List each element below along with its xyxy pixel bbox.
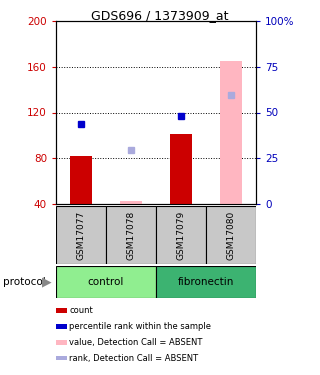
Text: GSM17077: GSM17077 (76, 211, 85, 260)
Bar (156, 266, 256, 298)
Bar (70, 156, 92, 204)
Bar (56, 356, 67, 360)
Bar (170, 134, 192, 204)
Bar (56, 206, 106, 264)
Bar (120, 201, 142, 204)
Text: GSM17080: GSM17080 (227, 211, 236, 260)
Text: GDS696 / 1373909_at: GDS696 / 1373909_at (91, 9, 229, 22)
Text: GSM17079: GSM17079 (177, 211, 186, 260)
Text: rank, Detection Call = ABSENT: rank, Detection Call = ABSENT (69, 354, 199, 363)
Text: ▶: ▶ (42, 276, 51, 289)
Bar (56, 324, 67, 328)
Text: percentile rank within the sample: percentile rank within the sample (69, 322, 212, 331)
Text: GSM17078: GSM17078 (126, 211, 135, 260)
Text: control: control (88, 277, 124, 287)
Bar (206, 206, 256, 264)
Text: count: count (69, 306, 93, 315)
Bar (56, 308, 67, 313)
Bar (156, 206, 206, 264)
Text: value, Detection Call = ABSENT: value, Detection Call = ABSENT (69, 338, 203, 346)
Text: fibronectin: fibronectin (178, 277, 234, 287)
Bar (220, 61, 242, 204)
Bar (56, 340, 67, 345)
Bar (106, 206, 156, 264)
Text: protocol: protocol (3, 277, 46, 287)
Bar (56, 266, 156, 298)
